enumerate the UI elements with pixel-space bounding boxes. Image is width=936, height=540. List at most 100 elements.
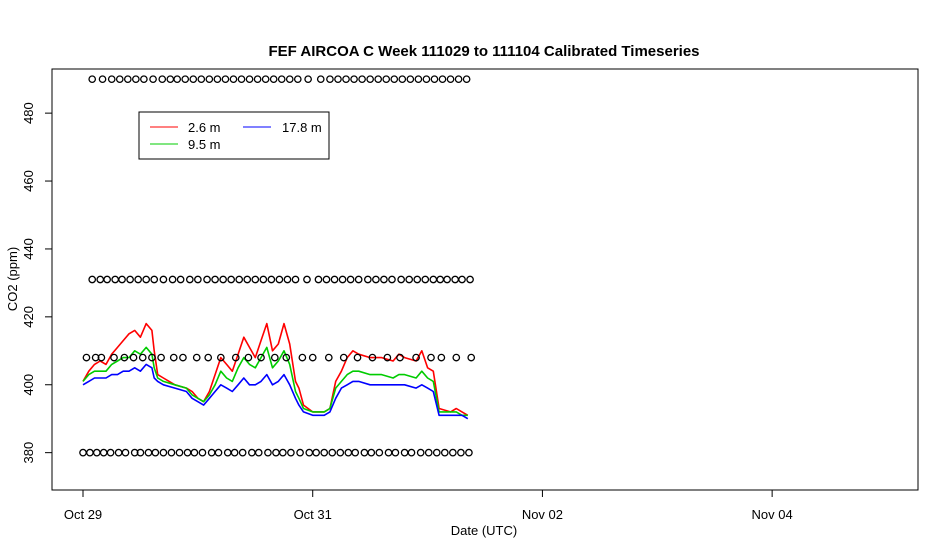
reference-point [251,275,260,284]
reference-point [360,448,369,457]
reference-point [358,75,366,84]
reference-point [312,448,321,457]
reference-point [238,448,247,457]
reference-point [350,75,358,84]
reference-point [407,448,416,457]
reference-point [79,448,87,457]
reference-point [121,448,130,457]
reference-point [150,275,159,284]
y-tick-label: 440 [21,238,36,260]
reference-point [264,448,272,457]
reference-point [151,448,160,457]
reference-point [203,275,211,284]
reference-point [99,448,108,457]
reference-point [254,448,263,457]
reference-point [244,353,253,362]
reference-point [296,448,304,457]
reference-point [438,75,447,84]
x-tick-label: Nov 02 [522,507,563,522]
reference-point [462,75,471,84]
series-line-1 [82,346,468,417]
reference-point [183,448,192,457]
reference-point [259,275,268,284]
reference-point [159,448,168,457]
reference-point [396,353,404,362]
x-axis-label: Date (UTC) [451,523,517,538]
reference-point [322,275,331,284]
reference-point [261,75,270,84]
reference-point [279,448,287,457]
reference-point [126,275,134,284]
reference-point [120,353,129,362]
x-axis: Oct 29 Oct 31 Nov 02 Nov 04 [64,490,793,522]
reference-point [412,353,420,362]
reference-point [390,75,399,84]
reference-point [291,275,300,284]
reference-point [243,275,252,284]
reference-point [82,353,91,362]
reference-point [452,353,461,362]
legend-label-9-5m: 9.5 m [188,137,221,152]
reference-point [283,275,292,284]
reference-point [192,353,201,362]
reference-point [382,75,391,84]
reference-point [384,448,393,457]
reference-point [123,75,132,84]
reference-point [107,75,116,84]
reference-point [86,448,94,457]
reference-point [414,75,423,84]
reference-point [342,75,350,84]
reference-point [436,275,445,284]
reference-point [157,353,165,362]
reference-point [134,275,142,284]
y-tick-label: 400 [21,374,36,396]
reference-point [400,448,409,457]
reference-point [320,448,329,457]
reference-point [247,448,256,457]
reference-point [443,275,451,284]
reference-point [144,448,153,457]
reference-point [179,353,187,362]
reference-point [211,275,219,284]
reference-point [316,75,325,84]
reference-point [328,448,337,457]
reference-point [159,275,168,284]
reference-point [194,275,202,284]
reference-point [303,275,311,284]
reference-point [231,353,240,362]
reference-point [223,448,232,457]
reference-point [354,275,363,284]
y-axis: 380 400 420 440 460 480 [21,102,52,464]
reference-point [466,275,474,284]
reference-point [324,353,333,362]
reference-point [130,448,139,457]
reference-point [305,448,314,457]
plot-frame [51,68,919,491]
legend-label-2-6m: 2.6 m [188,120,221,135]
reference-point [430,75,439,84]
reference-point [115,75,124,84]
reference-point [326,75,334,84]
reference-point [114,448,123,457]
reference-point [380,275,388,284]
reference-point [421,275,430,284]
reference-point [391,448,400,457]
reference-point [353,353,362,362]
reference-point [440,448,449,457]
reference-point [275,275,284,284]
reference-point [368,353,377,362]
reference-point [406,75,415,84]
reference-point [363,275,372,284]
reference-point [432,448,441,457]
reference-point [338,275,347,284]
y-tick-label: 380 [21,442,36,464]
reference-point [92,448,101,457]
reference-point [339,353,348,362]
reference-point [367,448,376,457]
reference-point [204,353,213,362]
reference-point [207,448,216,457]
reference-point [344,448,353,457]
reference-point [216,353,225,362]
reference-point [405,275,414,284]
